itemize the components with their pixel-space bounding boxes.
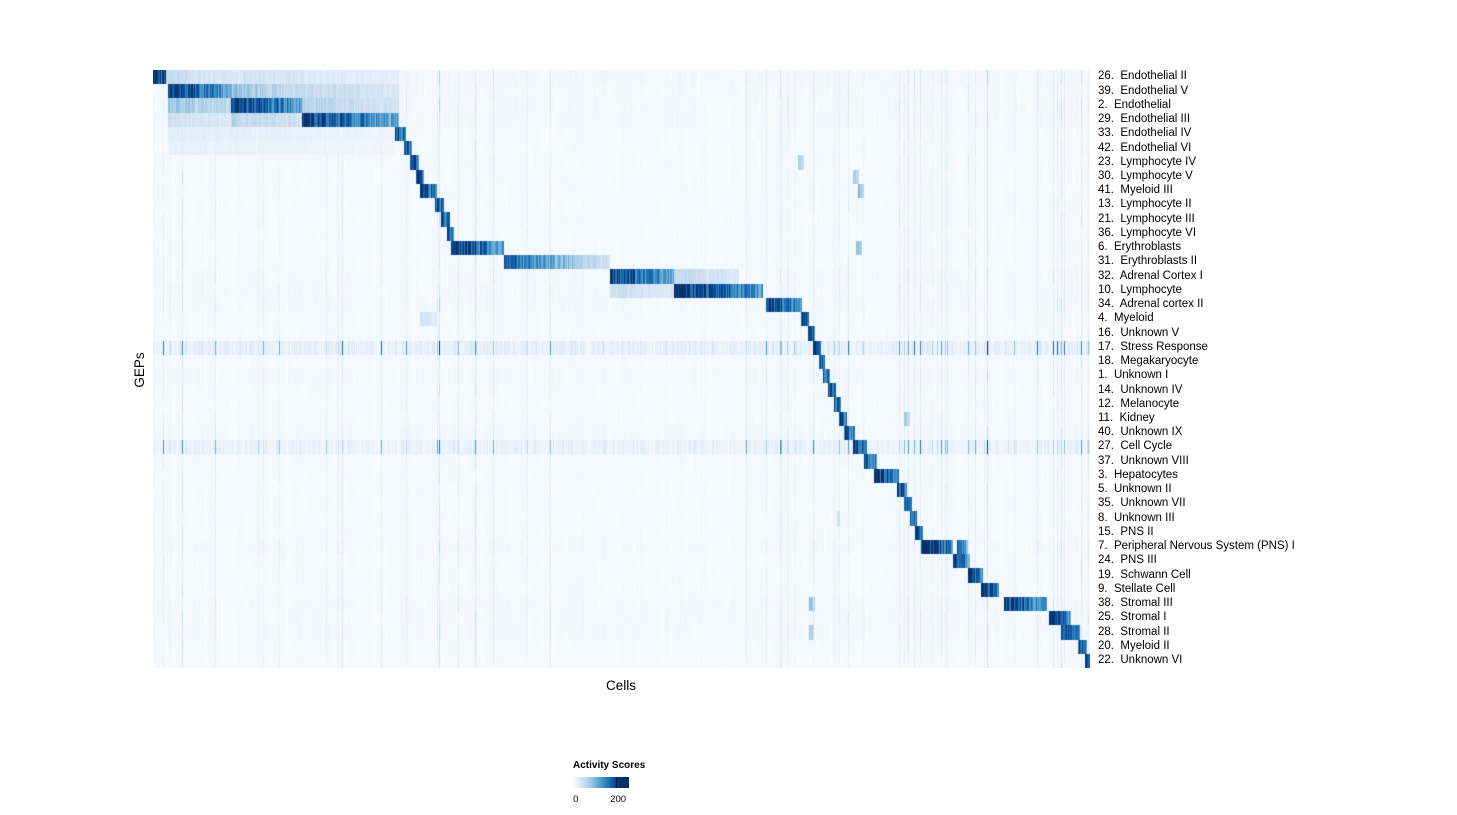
row-label: 35. Unknown VII xyxy=(1098,497,1186,510)
row-labels: 26. Endothelial II 39. Endothelial V 2. En… xyxy=(1098,70,1457,668)
row-label: 41. Myeloid III xyxy=(1098,184,1173,197)
row-label: 38. Stromal III xyxy=(1098,597,1173,610)
row-label: 37. Unknown VIII xyxy=(1098,454,1189,467)
row-label: 13. Lymphocyte II xyxy=(1098,198,1192,211)
row-label: 16. Unknown V xyxy=(1098,326,1180,339)
row-label: 27. Cell Cycle xyxy=(1098,440,1173,453)
row-label: 20. Myeloid II xyxy=(1098,639,1170,652)
row-label: 2. Endothelial xyxy=(1098,98,1171,111)
row-label: 40. Unknown IX xyxy=(1098,426,1183,439)
row-label: 17. Stress Response xyxy=(1098,340,1208,353)
row-label: 36. Lymphocyte VI xyxy=(1098,226,1197,239)
row-label: 21. Lymphocyte III xyxy=(1098,212,1195,225)
row-label: 15. PNS II xyxy=(1098,525,1154,538)
row-label: 9. Stellate Cell xyxy=(1098,582,1176,595)
legend-ticks: 0 200 xyxy=(573,795,629,807)
row-label: 34. Adrenal cortex II xyxy=(1098,298,1204,311)
row-label: 23. Lymphocyte IV xyxy=(1098,155,1197,168)
row-label: 42. Endothelial VI xyxy=(1098,141,1192,154)
row-label: 5. Unknown II xyxy=(1098,483,1172,496)
row-label: 33. Endothelial IV xyxy=(1098,127,1192,140)
row-label: 6. Erythroblasts xyxy=(1098,241,1182,254)
row-label: 8. Unknown III xyxy=(1098,511,1175,524)
row-label: 24. PNS III xyxy=(1098,554,1157,567)
row-label: 22. Unknown VI xyxy=(1098,653,1183,666)
x-axis-title: Cells xyxy=(605,678,636,693)
row-label: 1. Unknown I xyxy=(1098,369,1169,382)
row-label: 12. Melanocyte xyxy=(1098,397,1180,410)
row-label: 19. Schwann Cell xyxy=(1098,568,1191,581)
row-label: 25. Stromal I xyxy=(1098,611,1167,624)
y-axis-title: GEPs xyxy=(132,352,147,388)
row-label: 18. Megakaryocyte xyxy=(1098,355,1199,368)
legend-title: Activity Scores xyxy=(573,760,646,771)
legend-colorbar xyxy=(573,777,629,788)
row-label: 30. Lymphocyte V xyxy=(1098,170,1193,182)
row-label: 10. Lymphocyte xyxy=(1098,283,1182,296)
row-label: 11. Kidney xyxy=(1098,411,1155,424)
row-label: 26. Endothelial II xyxy=(1098,70,1187,83)
row-label: 39. Endothelial V xyxy=(1098,84,1189,97)
row-label: 4. Myeloid xyxy=(1098,312,1154,325)
row-label: 31. Erythroblasts II xyxy=(1098,255,1198,268)
row-label: 29. Endothelial III xyxy=(1098,113,1191,126)
row-label: 3. Hepatocytes xyxy=(1098,468,1178,481)
row-label: 7. Peripheral Nervous System (PNS) I xyxy=(1098,540,1295,553)
heatmap-canvas xyxy=(153,70,1090,668)
activity-scores-legend: Activity Scores 0 200 xyxy=(573,760,713,807)
row-label: 32. Adrenal Cortex I xyxy=(1098,269,1203,282)
row-label: 14. Unknown IV xyxy=(1098,383,1183,396)
row-label: 28. Stromal II xyxy=(1098,625,1170,638)
legend-tick-max: 200 xyxy=(610,794,627,805)
legend-tick-min: 0 xyxy=(573,794,579,805)
